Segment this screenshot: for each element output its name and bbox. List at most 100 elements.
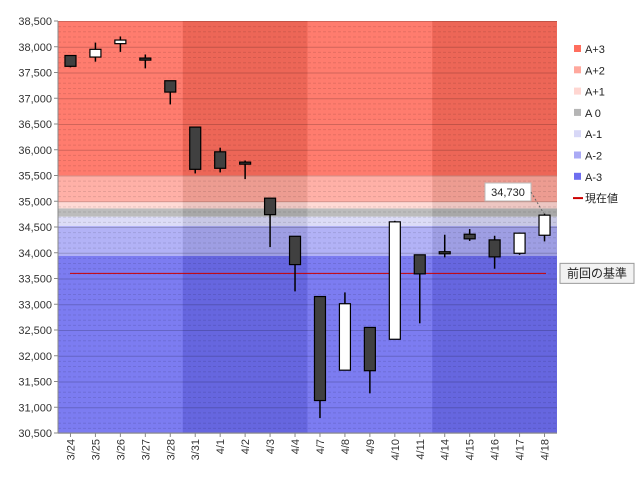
week-bands [58,21,557,433]
legend-swatch [574,66,581,74]
candle-body [263,197,277,216]
candle-4-3 [263,197,277,248]
x-tick-label: 3/25 [90,439,102,460]
zone-band-3 [58,208,557,217]
candle-body [64,54,77,67]
candle-4-15 [463,229,476,241]
y-tick-label: 33,000 [18,299,52,311]
zone-band-0 [58,21,557,176]
legend-item-1: A+2 [574,65,605,77]
y-tick-label: 30,500 [18,428,52,440]
zone-band-6 [58,255,557,433]
zone-band-5 [58,225,557,256]
candle-body [288,235,302,266]
legend-label: A-1 [585,129,602,141]
y-tick-label: 36,000 [18,145,52,157]
candle-body [189,126,202,170]
y-tick-label: 38,500 [18,16,52,28]
x-tick-label: 4/7 [315,439,327,454]
candle-4-18 [538,213,551,242]
candle-body [164,80,177,93]
x-tick-label: 4/4 [290,439,302,454]
legend-swatch [574,45,581,52]
candle-body [513,232,526,254]
candle-body [139,57,152,61]
x-tick-label: 4/14 [440,439,452,460]
legend-swatch [574,172,581,180]
legend-label: A-3 [585,172,602,184]
candle-3-31 [189,126,202,174]
reference-line-group: 前回の基準 [70,262,635,284]
candle-4-9 [363,326,376,394]
callout-leader [530,191,544,214]
y-tick-label: 33,500 [18,274,52,286]
x-tick-label: 4/9 [365,439,377,454]
candle-4-17 [513,232,526,255]
legend-item-2: A+1 [574,87,605,99]
week-band-0 [58,21,183,433]
candle-body [363,326,376,372]
legend-label: 現在値 [585,192,618,205]
legend-swatch [574,151,581,159]
x-tick-label: 4/2 [240,439,252,454]
candle-3-24 [64,54,77,68]
gridlines [58,21,557,434]
zone-band-2 [58,202,557,209]
legend-swatch [574,87,581,95]
x-tick-label: 4/10 [390,439,402,460]
candle-3-26 [114,36,127,52]
legend-swatch [574,130,581,138]
y-tick-label: 38,000 [18,42,52,54]
candle-3-25 [89,42,102,62]
week-band-3 [432,21,557,433]
y-tick-label: 35,500 [18,171,52,183]
x-tick-label: 4/16 [490,439,502,460]
y-tick-label: 35,000 [18,196,52,208]
legend-item-4: A-1 [574,129,602,141]
candle-body [463,233,476,240]
y-tick-label: 34,000 [18,248,52,260]
candle-body [388,221,401,340]
legend-item-3: A 0 [574,108,601,120]
current-value-callout: 34,730 [484,182,544,214]
x-tick-label: 4/1 [215,439,227,454]
candle-4-11 [413,254,426,324]
week-band-1 [182,21,308,433]
legend-label: A+3 [585,44,605,56]
candle-3-27 [139,54,152,69]
x-tick-label: 4/18 [540,439,552,460]
x-tick-label: 3/24 [65,439,77,460]
x-tick-label: 4/3 [265,439,277,454]
candle-4-16 [488,235,501,269]
candle-body [413,254,426,275]
legend-label: A+1 [585,87,605,99]
current-value-label: 34,730 [491,187,525,199]
candle-body [313,295,327,402]
legend: A+3 A+2 A+1 A 0 A-1 A-2 A-3 現在値 [573,44,618,205]
candle-body [338,303,352,371]
legend-item-7: 現在値 [573,192,618,205]
y-tick-label: 36,500 [18,119,52,131]
candle-body [114,39,127,45]
candle-body [438,251,451,255]
legend-item-6: A-3 [574,172,602,184]
legend-item-5: A-2 [574,151,602,163]
zone-band-1 [58,175,557,203]
x-tick-label: 3/27 [140,439,152,460]
axes: 30,500 31,000 31,500 32,000 32,500 33,000 33,5… [18,16,557,460]
x-tick-label: 4/11 [415,439,427,460]
candle-body [538,214,551,236]
reference-label: 前回の基準 [567,265,627,280]
candle-4-7 [313,295,327,419]
candle-4-2 [239,160,252,180]
candle-4-10 [388,220,401,340]
y-tick-label: 32,500 [18,325,52,337]
zone-band-4 [58,216,557,226]
x-tick-label: 4/17 [515,439,527,460]
candle-3-28 [164,80,177,105]
x-tick-label: 4/15 [465,439,477,460]
y-tick-label: 34,500 [18,222,52,234]
x-tick-label: 4/8 [340,439,352,454]
x-tick-label: 3/31 [190,439,202,460]
x-tick-label: 3/28 [165,439,177,460]
